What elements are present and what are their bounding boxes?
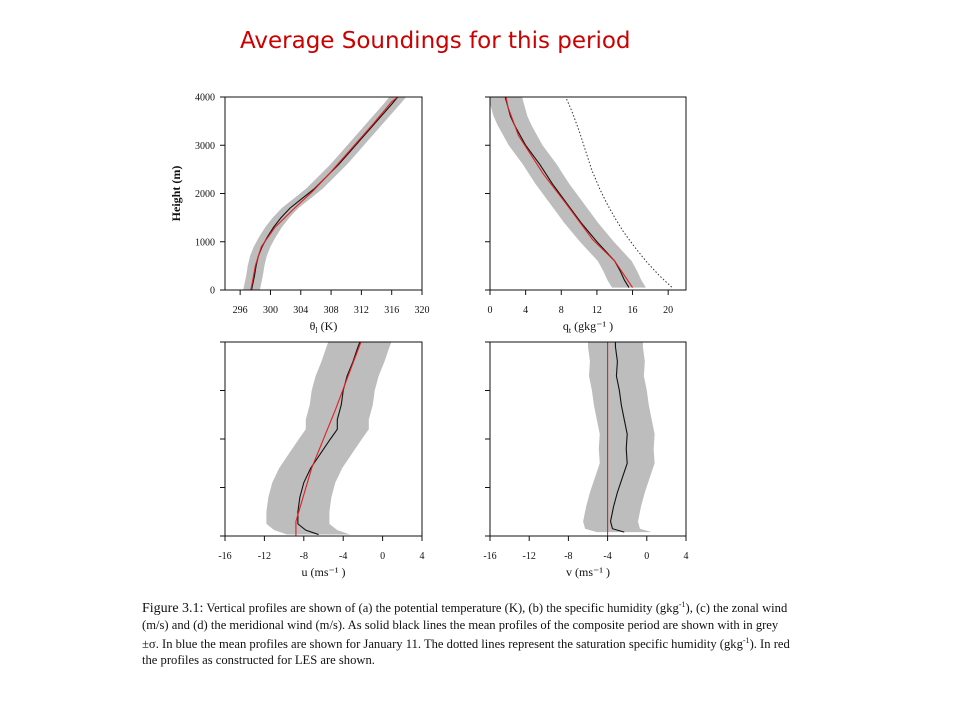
x-tick-label-b: 4	[523, 305, 528, 316]
x-tick-label-d: -12	[523, 551, 536, 562]
caption-superscript: -1	[742, 636, 750, 646]
x-tick-label-c: -16	[218, 551, 231, 562]
y-tick-label-a: 2000	[195, 189, 215, 200]
x-tick-label-b: 0	[488, 305, 493, 316]
plot-area-d	[583, 342, 655, 536]
x-tick-label-a: 320	[415, 305, 430, 316]
x-tick-label-d: -16	[483, 551, 496, 562]
y-tick-label-a: 4000	[195, 93, 215, 104]
mean-profile-a	[250, 97, 399, 290]
x-tick-label-b: 20	[663, 305, 673, 316]
caption-figure-label: Figure 3.1:	[142, 601, 204, 617]
y-tick-label-a: 3000	[195, 141, 215, 152]
plot-area-a	[243, 97, 407, 290]
x-tick-label-d: 0	[644, 551, 649, 562]
x-tick-label-a: 312	[354, 305, 369, 316]
x-tick-label-a: 308	[324, 305, 339, 316]
caption-text: Vertical profiles are shown of (a) the p…	[203, 601, 679, 616]
les-profile-b	[505, 97, 634, 288]
x-axis-label-b: qt (gkg⁻¹ )	[563, 319, 613, 335]
panel-b: 0 4 8 12 16 20 qt (gkg⁻¹ )	[485, 96, 687, 335]
figure-caption: Figure 3.1: Vertical profiles are shown …	[142, 597, 792, 668]
caption-text: ), (c) the zonal wind (m/s) and (d) the …	[142, 601, 788, 652]
x-tick-label-d: -4	[603, 551, 611, 562]
x-tick-label-a: 316	[384, 305, 399, 316]
x-tick-label-c: -8	[300, 551, 308, 562]
slide-title: Average Soundings for this period	[240, 28, 631, 54]
plot-area-c	[266, 342, 392, 536]
caption-superscript: -1	[678, 600, 686, 609]
y-tick-label-a: 1000	[195, 237, 215, 248]
x-tick-label-d: -8	[564, 551, 572, 562]
x-tick-label-b: 8	[559, 305, 564, 316]
x-tick-label-a: 300	[263, 305, 278, 316]
x-axis-label-c: u (ms⁻¹ )	[302, 565, 346, 579]
x-tick-label-b: 12	[592, 305, 602, 316]
sigma-band-b	[490, 97, 646, 288]
panel-a: 296 300 304 308 312 316 320 0 1000 2000 3000 4000 θl…	[169, 93, 430, 336]
sigma-band-c	[266, 342, 392, 535]
les-profile-c	[295, 342, 362, 536]
x-tick-label-c: 0	[380, 551, 385, 562]
panel-c: -16 -12 -8 -4 0 4 u (ms⁻¹ )	[218, 341, 425, 579]
x-tick-label-c: 4	[420, 551, 425, 562]
plot-area-b	[490, 97, 673, 288]
x-tick-label-c: -12	[258, 551, 271, 562]
x-tick-label-c: -4	[339, 551, 347, 562]
x-axis-label-a: θl (K)	[310, 319, 338, 335]
mean-profile-d	[609, 342, 628, 533]
x-tick-label-a: 296	[233, 305, 248, 316]
les-profile-a	[250, 97, 399, 290]
x-axis-label-d: v (ms⁻¹ )	[566, 565, 610, 579]
sigma-band-a	[243, 97, 407, 290]
caption-text: ). In red the profiles as constructed fo…	[142, 637, 790, 668]
x-tick-label-a: 304	[293, 305, 308, 316]
panel-d: -16 -12 -8 -4 0 4 v (ms⁻¹ )	[483, 341, 689, 579]
sigma-band-d	[583, 342, 655, 533]
x-tick-label-b: 16	[628, 305, 638, 316]
y-tick-label-a: 0	[210, 286, 215, 297]
y-axis-label-a: Height (m)	[169, 166, 183, 222]
x-tick-label-d: 4	[684, 551, 689, 562]
